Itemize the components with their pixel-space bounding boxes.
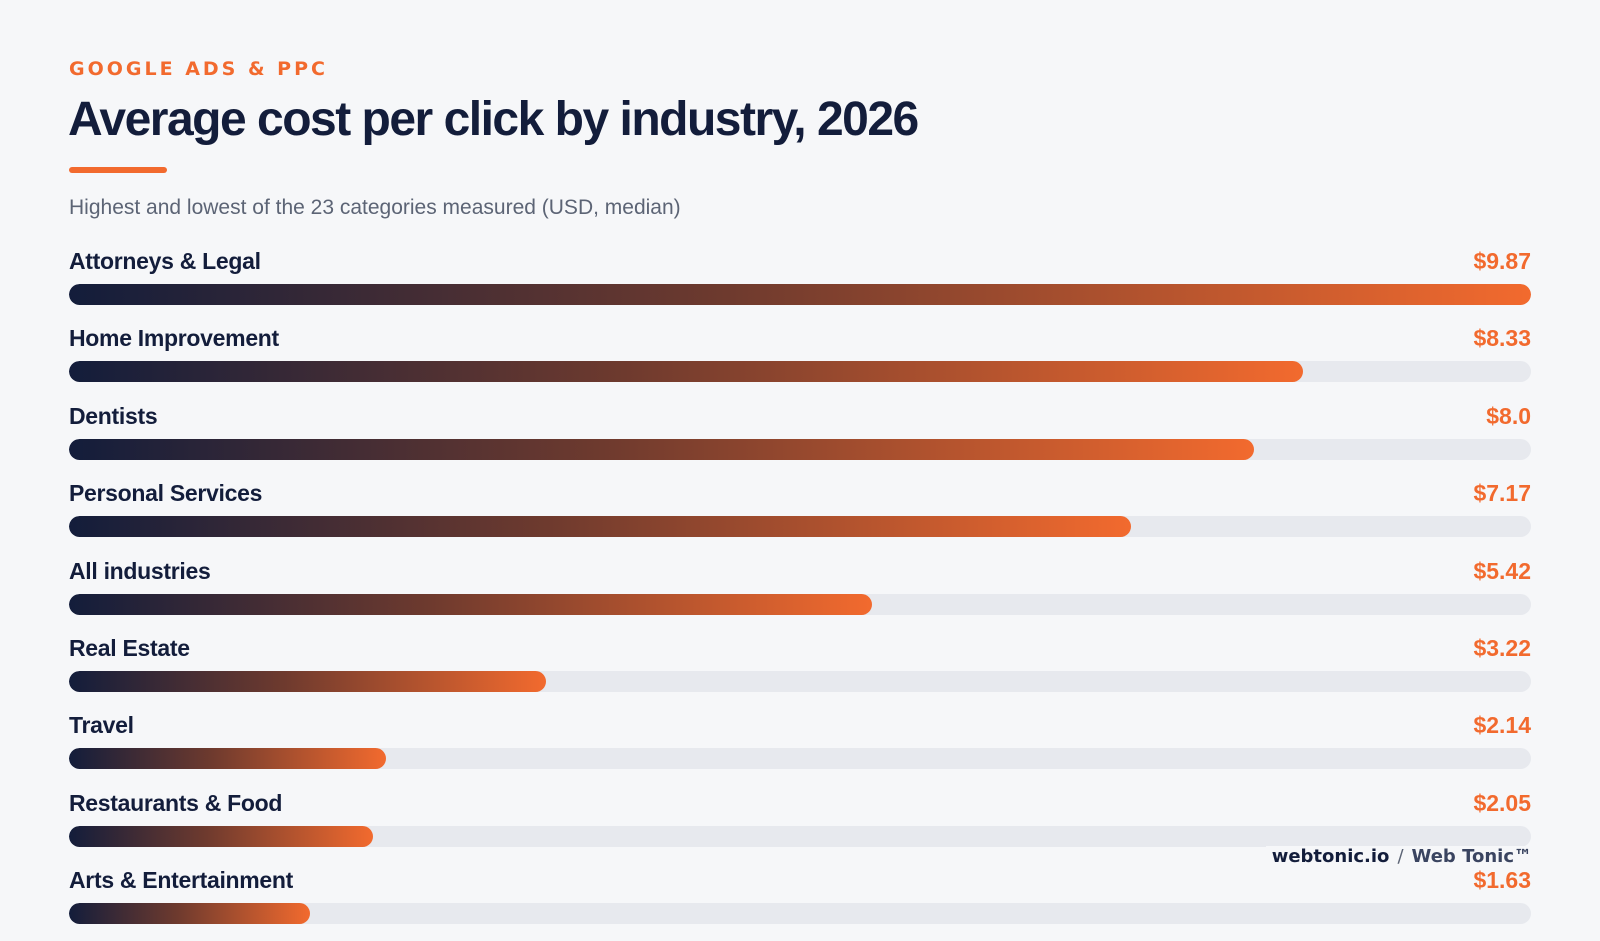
bar-label: Travel — [69, 712, 134, 739]
bar-track — [69, 670, 1531, 692]
accent-rule — [69, 167, 167, 173]
bar-track — [69, 903, 1531, 925]
bar-track — [69, 748, 1531, 770]
bar-label: Real Estate — [69, 634, 190, 661]
bar-row: Arts & Entertainment $1.63 — [69, 863, 1531, 940]
bar — [69, 825, 373, 847]
footer-brand: Web Tonic™ — [1411, 846, 1532, 867]
bar-row: Dentists $8.0 — [69, 399, 1531, 476]
bar-label: Arts & Entertainment — [69, 867, 294, 894]
bar-row: Restaurants & Food $2.05 — [69, 786, 1531, 863]
bar-label: Personal Services — [69, 480, 263, 507]
footer-credit: webtonic.io / Web Tonic™ — [1265, 846, 1532, 867]
bar-value-label: $9.87 — [1473, 248, 1531, 274]
bar-track — [69, 593, 1531, 615]
bar-row: Home Improvement $8.33 — [69, 321, 1531, 398]
bar-value-label: $2.05 — [1473, 789, 1531, 816]
bar-label: Attorneys & Legal — [69, 248, 261, 274]
bar-value-label: $1.63 — [1473, 867, 1531, 894]
bar-label: Restaurants & Food — [69, 789, 283, 816]
bar-track — [69, 361, 1531, 383]
bar-label: Home Improvement — [69, 325, 279, 352]
chart-title: Average cost per click by industry, 2026 — [68, 93, 919, 146]
bar — [69, 903, 311, 925]
bar-value-label: $7.17 — [1473, 480, 1531, 507]
bar-value-label: $8.0 — [1486, 402, 1531, 429]
bar-track — [69, 825, 1531, 847]
bar-value-label: $5.42 — [1473, 557, 1531, 584]
bar-label: Dentists — [69, 402, 158, 429]
bar — [69, 593, 872, 615]
bar-value-label: $3.22 — [1473, 634, 1531, 661]
bar-list: Attorneys & Legal $9.87 Home Improvement $8… — [69, 244, 1531, 941]
bar — [69, 748, 386, 770]
bar — [69, 438, 1254, 460]
bar-row: Real Estate $3.22 — [69, 631, 1531, 708]
bar-row: Attorneys & Legal $9.87 — [69, 244, 1531, 321]
bar-track — [69, 284, 1531, 305]
kicker: GOOGLE ADS & PPC — [69, 58, 328, 80]
bar-label: All industries — [69, 557, 211, 584]
bar — [69, 361, 1303, 383]
bar — [69, 670, 546, 692]
bar-track — [69, 438, 1531, 460]
bar — [69, 516, 1132, 538]
bar-row: All industries $5.42 — [69, 554, 1531, 631]
bar-track — [69, 516, 1531, 538]
bar-row: Travel $2.14 — [69, 708, 1531, 785]
bar-row: Personal Services $7.17 — [69, 476, 1531, 553]
footer-site: webtonic.io — [1271, 846, 1390, 867]
chart-page: GOOGLE ADS & PPC Average cost per click … — [68, 58, 1532, 925]
bar-value-label: $2.14 — [1473, 712, 1531, 739]
footer-separator: / — [1397, 846, 1404, 867]
bar-value-label: $8.33 — [1473, 325, 1531, 352]
bar — [69, 284, 1531, 305]
chart-subtitle: Highest and lowest of the 23 categories … — [69, 196, 681, 219]
